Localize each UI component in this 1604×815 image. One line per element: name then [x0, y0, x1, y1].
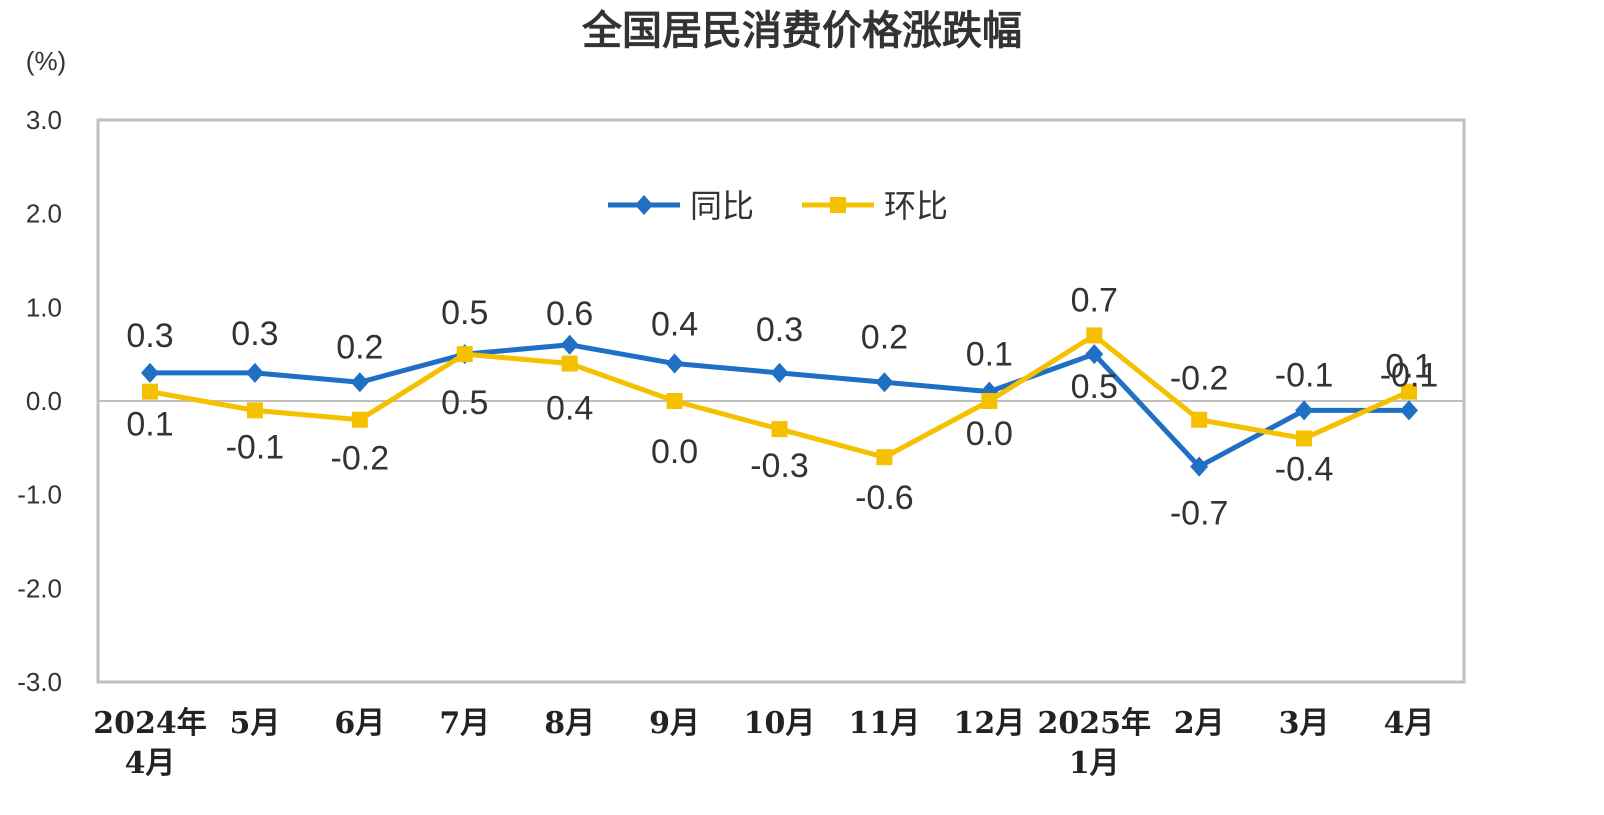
data-label: -0.6 — [855, 479, 914, 517]
x-tick-label: 10月 — [744, 706, 816, 741]
data-point — [560, 334, 579, 355]
data-label: 0.7 — [1071, 281, 1118, 319]
data-point — [1191, 411, 1208, 428]
data-label: 0.2 — [336, 328, 383, 366]
data-label: 0.5 — [1071, 368, 1118, 406]
data-point — [770, 362, 789, 383]
data-point — [1295, 400, 1314, 421]
y-tick-label: -1.0 — [17, 480, 62, 510]
legend-label: 环比 — [884, 187, 948, 225]
data-point — [1086, 327, 1103, 344]
x-tick-label: 2月 — [1174, 706, 1225, 741]
data-label: -0.3 — [750, 447, 809, 485]
y-tick-label: -3.0 — [17, 667, 62, 697]
x-tick-label: 7月 — [439, 706, 490, 741]
x-tick-label: 12月 — [953, 706, 1025, 741]
data-label: 0.1 — [1385, 348, 1432, 386]
data-labels: 0.3 0.3 0.2 0.5 0.6 0.4 0.3 0.2 0.1 0.5 -0.7 -0.1 -0… — [126, 281, 1438, 532]
x-tick-label: 9月 — [649, 706, 700, 741]
legend-marker — [635, 195, 653, 215]
y-tick-label: -2.0 — [17, 573, 62, 603]
data-point — [350, 372, 369, 393]
data-label: 0.1 — [126, 406, 173, 444]
x-tick-label: 8月 — [544, 706, 595, 741]
chart-title: 全国居民消费价格涨跌幅 — [581, 8, 1022, 54]
data-label: 0.3 — [126, 317, 173, 355]
data-label: 0.3 — [756, 311, 803, 349]
x-tick-label: 4月 — [1384, 706, 1435, 741]
x-tick-label: 6月 — [334, 706, 385, 741]
data-label: 0.5 — [441, 384, 488, 422]
data-point — [666, 393, 683, 409]
data-point — [875, 372, 894, 393]
x-axis: 2024年 4月 5月 6月 7月 8月 9月 10月 11月 12月 2025年 1月 2月 3月 4月 — [93, 706, 1434, 781]
data-label: 0.6 — [546, 295, 593, 333]
data-point — [665, 353, 684, 374]
series-lines — [141, 327, 1418, 477]
data-point — [246, 402, 263, 419]
x-tick-label: 11月 — [849, 706, 921, 741]
data-label: -0.7 — [1170, 495, 1229, 533]
x-tick-label: 2025年 — [1038, 706, 1152, 741]
data-point — [456, 346, 473, 363]
data-point — [1296, 430, 1313, 447]
data-point — [141, 362, 159, 383]
x-tick-label: 2024年 — [93, 706, 207, 741]
y-axis-unit: (%) — [26, 46, 66, 76]
data-label: 0.4 — [546, 390, 593, 428]
data-point — [1401, 383, 1417, 400]
series-mom — [142, 327, 1417, 466]
data-point — [1085, 344, 1104, 365]
data-point — [561, 355, 578, 372]
x-tick-label: 3月 — [1279, 706, 1330, 741]
data-point — [245, 362, 264, 383]
data-point — [351, 411, 368, 428]
x-tick-label: 4月 — [125, 746, 176, 781]
y-axis: 3.0 2.0 1.0 0.0 -1.0 -2.0 -3.0 — [17, 105, 62, 697]
data-point — [981, 393, 998, 409]
y-tick-label: 3.0 — [26, 105, 62, 135]
y-tick-label: 1.0 — [26, 292, 62, 322]
legend-label: 同比 — [690, 187, 754, 225]
legend-item-yoy: 同比 — [608, 187, 754, 225]
data-label: 0.0 — [966, 415, 1013, 453]
data-point — [1190, 456, 1209, 477]
y-tick-label: 2.0 — [26, 199, 62, 229]
data-label: 0.3 — [231, 315, 278, 353]
data-point — [142, 383, 158, 400]
legend-item-mom: 环比 — [802, 187, 948, 225]
data-label: -0.1 — [1380, 356, 1439, 394]
data-point — [1400, 400, 1418, 421]
data-point — [876, 449, 893, 466]
x-tick-label: 1月 — [1069, 746, 1120, 781]
data-label: 0.2 — [861, 318, 908, 356]
data-label: 0.5 — [441, 294, 488, 332]
data-label: -0.1 — [1275, 356, 1334, 394]
data-label: -0.2 — [331, 440, 390, 478]
x-tick-label: 5月 — [229, 706, 280, 741]
data-label: -0.2 — [1170, 360, 1229, 398]
data-label: 0.1 — [966, 336, 1013, 374]
y-tick-label: 0.0 — [26, 386, 62, 416]
data-label: -0.4 — [1275, 450, 1334, 488]
data-label: 0.4 — [651, 306, 698, 344]
data-label: 0.0 — [651, 433, 698, 471]
legend-marker — [830, 197, 846, 213]
data-label: -0.1 — [226, 428, 285, 466]
legend: 同比 环比 — [608, 187, 948, 225]
data-point — [771, 421, 788, 438]
